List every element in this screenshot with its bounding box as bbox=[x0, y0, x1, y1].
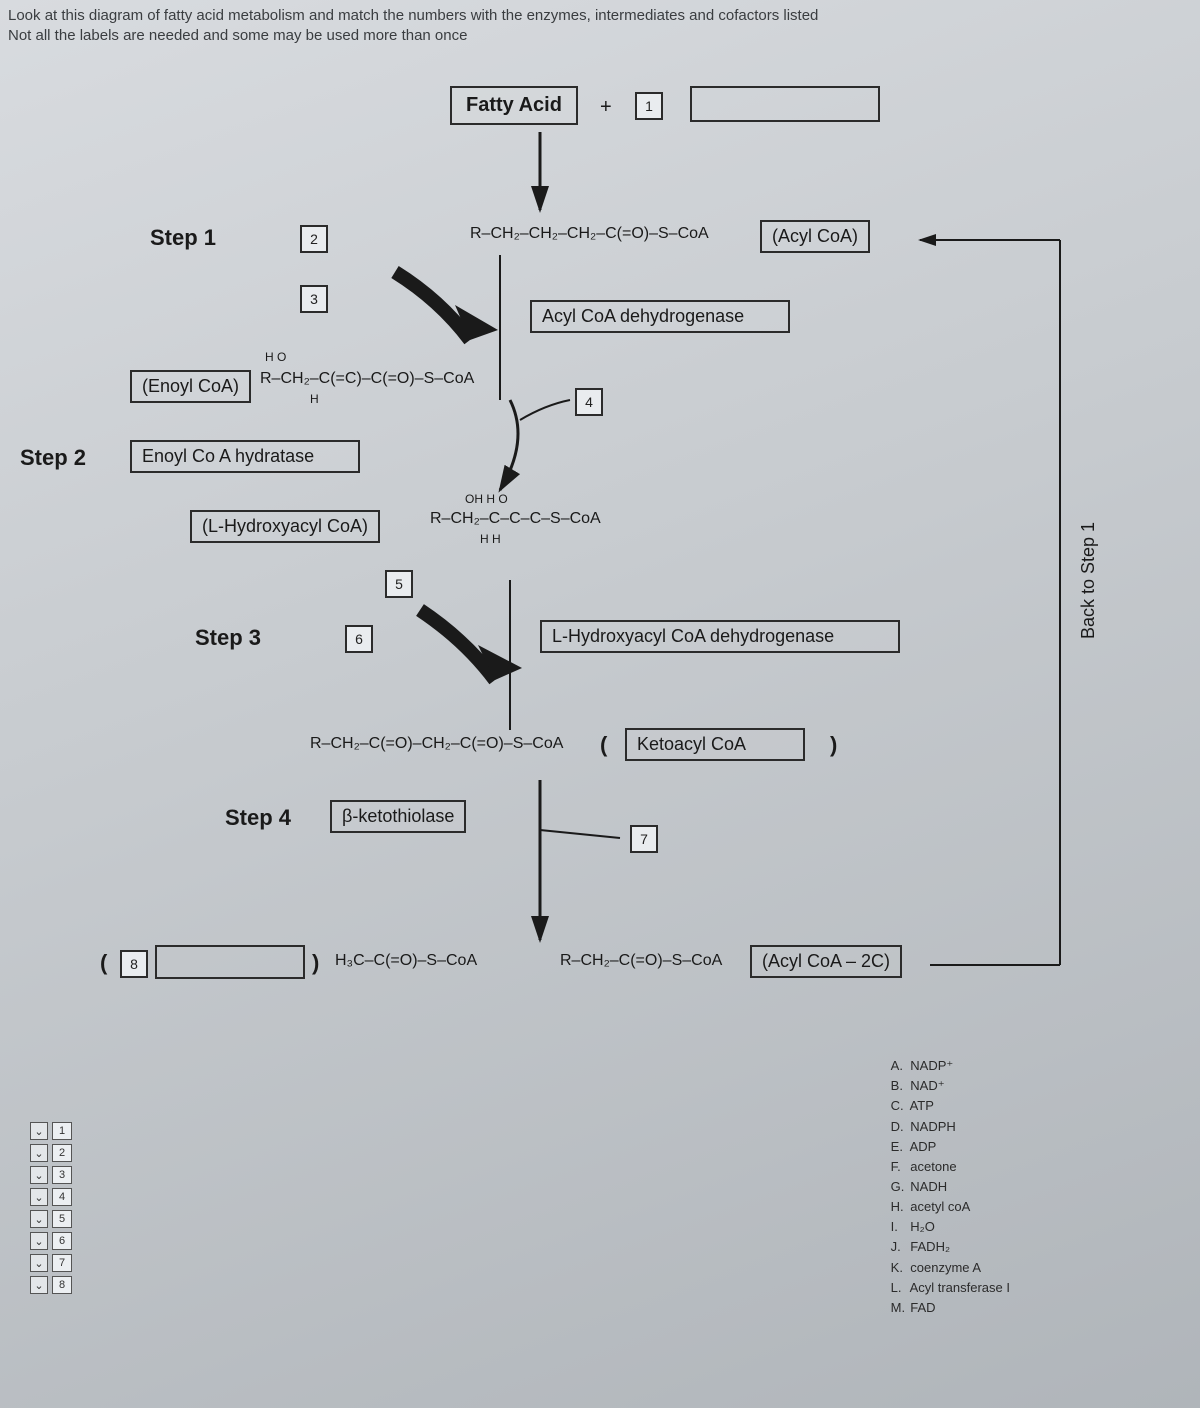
paren-close: ) bbox=[830, 732, 837, 758]
formula-acyl: R–CH₂–CH₂–CH₂–C(=O)–S–CoA bbox=[470, 225, 709, 243]
dd-row[interactable]: ⌄8 bbox=[30, 1276, 72, 1294]
step-3-label: Step 3 bbox=[195, 625, 261, 651]
formula-enoyl: R–CH₂–C(=C)–C(=O)–S–CoA bbox=[260, 370, 474, 388]
formula-acetyl: H₃C–C(=O)–S–CoA bbox=[335, 952, 477, 970]
blank-2[interactable]: 2 bbox=[300, 225, 328, 253]
legend-row: B. NAD⁺ bbox=[891, 1076, 1010, 1096]
legend-row: I. H₂O bbox=[891, 1217, 1010, 1237]
node-lhyd-dehy: L-Hydroxyacyl CoA dehydrogenase bbox=[540, 620, 900, 653]
blank-7[interactable]: 7 bbox=[630, 825, 658, 853]
arrow-layer bbox=[0, 0, 1200, 1408]
page-surface: Look at this diagram of fatty acid metab… bbox=[0, 0, 1200, 1408]
blank-8[interactable]: 8 bbox=[120, 950, 148, 978]
dd-num: 7 bbox=[52, 1254, 72, 1272]
chevron-down-icon[interactable]: ⌄ bbox=[30, 1144, 48, 1162]
formula-lhyd: R–CH₂–C–C–C–S–CoA bbox=[430, 510, 601, 528]
formula-lhyd-top: OH H O bbox=[465, 492, 508, 506]
node-acyl-dehy: Acyl CoA dehydrogenase bbox=[530, 300, 790, 333]
legend-row: A. NADP⁺ bbox=[891, 1056, 1010, 1076]
dd-row[interactable]: ⌄4 bbox=[30, 1188, 72, 1206]
dd-num: 6 bbox=[52, 1232, 72, 1250]
formula-acyl2: R–CH₂–C(=O)–S–CoA bbox=[560, 952, 722, 970]
paren-open: ( bbox=[600, 732, 607, 758]
step-2-label: Step 2 bbox=[20, 445, 86, 471]
dd-num: 1 bbox=[52, 1122, 72, 1140]
legend-row: D. NADPH bbox=[891, 1117, 1010, 1137]
blank-4[interactable]: 4 bbox=[575, 388, 603, 416]
step-1-label: Step 1 bbox=[150, 225, 216, 251]
legend: A. NADP⁺ B. NAD⁺ C. ATP D. NADPH E. ADP … bbox=[891, 1056, 1010, 1318]
blank-3[interactable]: 3 bbox=[300, 285, 328, 313]
formula-lhyd-bot: H H bbox=[480, 532, 501, 546]
legend-row: J. FADH₂ bbox=[891, 1237, 1010, 1257]
node-bketo: β-ketothiolase bbox=[330, 800, 466, 833]
chevron-down-icon[interactable]: ⌄ bbox=[30, 1122, 48, 1140]
formula-keto: R–CH₂–C(=O)–CH₂–C(=O)–S–CoA bbox=[310, 735, 563, 753]
answer-dropdowns: ⌄1 ⌄2 ⌄3 ⌄4 ⌄5 ⌄6 ⌄7 ⌄8 bbox=[30, 1122, 72, 1298]
dd-num: 5 bbox=[52, 1210, 72, 1228]
node-ketoacyl: Ketoacyl CoA bbox=[625, 728, 805, 761]
legend-row: C. ATP bbox=[891, 1096, 1010, 1116]
dd-row[interactable]: ⌄6 bbox=[30, 1232, 72, 1250]
legend-row: M. FAD bbox=[891, 1298, 1010, 1318]
dd-num: 8 bbox=[52, 1276, 72, 1294]
blank-1[interactable]: 1 bbox=[635, 92, 663, 120]
paren-close-8: ) bbox=[312, 950, 319, 976]
legend-row: F. acetone bbox=[891, 1157, 1010, 1177]
node-enoyl-hydratase: Enoyl Co A hydratase bbox=[130, 440, 360, 473]
chevron-down-icon[interactable]: ⌄ bbox=[30, 1210, 48, 1228]
legend-row: L. Acyl transferase I bbox=[891, 1278, 1010, 1298]
node-l-hydroxyacyl: (L-Hydroxyacyl CoA) bbox=[190, 510, 380, 543]
chevron-down-icon[interactable]: ⌄ bbox=[30, 1254, 48, 1272]
chevron-down-icon[interactable]: ⌄ bbox=[30, 1276, 48, 1294]
legend-row: K. coenzyme A bbox=[891, 1258, 1010, 1278]
dd-num: 2 bbox=[52, 1144, 72, 1162]
dd-row[interactable]: ⌄7 bbox=[30, 1254, 72, 1272]
legend-row: G. NADH bbox=[891, 1177, 1010, 1197]
empty-box-top[interactable] bbox=[690, 86, 880, 122]
dd-row[interactable]: ⌄2 bbox=[30, 1144, 72, 1162]
dd-row[interactable]: ⌄1 bbox=[30, 1122, 72, 1140]
dd-num: 4 bbox=[52, 1188, 72, 1206]
dd-row[interactable]: ⌄5 bbox=[30, 1210, 72, 1228]
dd-row[interactable]: ⌄3 bbox=[30, 1166, 72, 1184]
empty-box-8[interactable] bbox=[155, 945, 305, 979]
chevron-down-icon[interactable]: ⌄ bbox=[30, 1188, 48, 1206]
node-fatty-acid: Fatty Acid bbox=[450, 86, 578, 125]
chevron-down-icon[interactable]: ⌄ bbox=[30, 1166, 48, 1184]
paren-open-8: ( bbox=[100, 950, 107, 976]
node-acyl-coa: (Acyl CoA) bbox=[760, 220, 870, 253]
formula-enoyl-top: H O bbox=[265, 350, 286, 364]
formula-enoyl-bot: H bbox=[310, 392, 319, 406]
node-acyl-minus-2c: (Acyl CoA – 2C) bbox=[750, 945, 902, 978]
chevron-down-icon[interactable]: ⌄ bbox=[30, 1232, 48, 1250]
blank-5[interactable]: 5 bbox=[385, 570, 413, 598]
legend-row: H. acetyl coA bbox=[891, 1197, 1010, 1217]
dd-num: 3 bbox=[52, 1166, 72, 1184]
legend-row: E. ADP bbox=[891, 1137, 1010, 1157]
step-4-label: Step 4 bbox=[225, 805, 291, 831]
back-to-step-1: Back to Step 1 bbox=[1078, 522, 1099, 639]
plus-1: + bbox=[600, 96, 612, 119]
blank-6[interactable]: 6 bbox=[345, 625, 373, 653]
node-enoyl-coa: (Enoyl CoA) bbox=[130, 370, 251, 403]
